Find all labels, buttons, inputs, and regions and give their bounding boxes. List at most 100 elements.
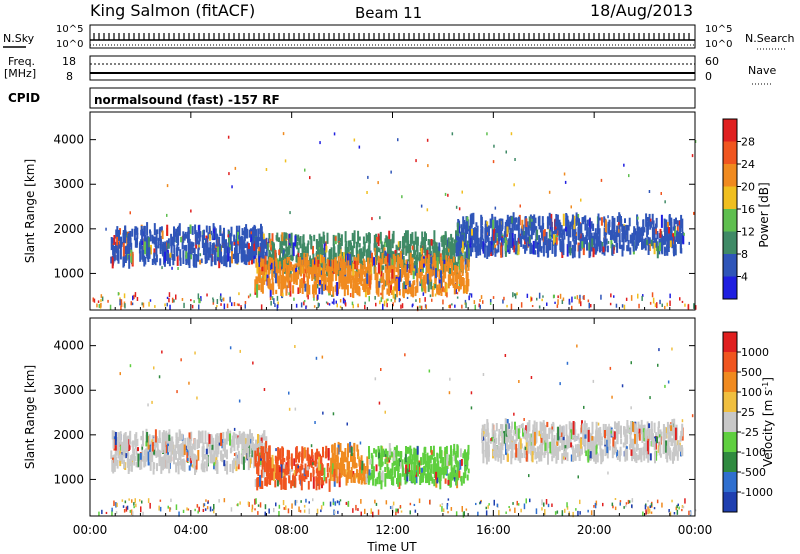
echo-cell: [408, 280, 411, 287]
echo-cell: [269, 284, 272, 298]
echo-cell: [201, 235, 204, 248]
echo-cell: [264, 255, 267, 265]
echo-cell: [462, 220, 465, 234]
echo-cell: [237, 241, 239, 246]
echo-cell: [648, 219, 651, 227]
echo-cell: [404, 264, 407, 277]
echo-cell: [355, 463, 358, 468]
echo-cell: [157, 241, 160, 249]
echo-cell: [143, 455, 146, 468]
echo-cell: [115, 456, 118, 466]
echo-cell: [285, 232, 287, 245]
echo-cell: [642, 229, 645, 236]
echo-cell: [344, 243, 347, 254]
echo-cell: [443, 235, 446, 249]
echo-cell: [362, 264, 365, 275]
echo-cell: [581, 241, 584, 249]
echo-cell: [193, 438, 196, 451]
echo-cell: [634, 451, 636, 462]
echo-cell: [611, 429, 614, 437]
echo-cell: [501, 221, 504, 230]
echo-cell: [288, 256, 291, 262]
echo-cell: [586, 435, 589, 446]
echo-cell: [500, 450, 503, 456]
echo-cell: [399, 462, 402, 469]
echo-cell: [285, 470, 288, 476]
echo-cell: [149, 451, 152, 463]
echo-cell: [462, 453, 465, 459]
echo-cell: [481, 433, 483, 441]
echo-cell: [215, 448, 218, 461]
echo-cell: [152, 438, 155, 445]
ground-scatter: [244, 301, 247, 304]
echo-cell: [429, 243, 432, 255]
echo-cell: [517, 451, 520, 461]
echo-cell: [146, 449, 149, 461]
echo-cell: [501, 218, 504, 224]
echo-cell: [448, 241, 451, 249]
echo-cell: [577, 226, 580, 240]
echo-cell: [134, 437, 137, 450]
ground-scatter: [386, 303, 388, 308]
echo-cell: [209, 451, 212, 464]
echo-cell: [249, 249, 252, 261]
echo-cell: [261, 261, 264, 267]
ground-scatter: [513, 293, 516, 297]
echo-cell: [147, 237, 150, 248]
echo-cell: [452, 243, 455, 255]
echo-cell: [370, 273, 373, 280]
echo-cell: [608, 219, 611, 228]
echo-cell: [205, 249, 208, 264]
echo-cell: [571, 220, 574, 227]
echo-cell: [665, 450, 668, 459]
ground-scatter: [202, 508, 205, 513]
echo-cell: [130, 462, 133, 472]
ground-scatter: [429, 294, 432, 298]
echo-cell: [396, 262, 399, 272]
echo-cell: [386, 463, 389, 470]
echo-cell: [408, 250, 411, 262]
echo-cell: [671, 419, 674, 432]
echo-cell: [391, 462, 394, 474]
echo-cell: [350, 454, 352, 462]
echo-cell: [175, 462, 178, 473]
echo-cell: [314, 276, 317, 281]
echo-cell: [529, 214, 532, 229]
echo-cell: [601, 450, 604, 463]
echo-cell: [213, 452, 216, 463]
echo-cell: [261, 237, 264, 247]
echo-cell: [334, 236, 337, 241]
echo-cell: [604, 424, 607, 432]
ground-scatter: [390, 299, 393, 302]
echo-cell: [650, 221, 653, 228]
echo-cell: [308, 271, 310, 276]
echo-cell: [417, 465, 419, 477]
echo-cell: [413, 246, 416, 258]
echo-cell: [427, 477, 430, 483]
echo-cell: [546, 439, 549, 453]
echo-cell: [631, 438, 634, 448]
echo-cell: [131, 228, 134, 237]
echo-cell: [443, 468, 446, 476]
echo-cell: [279, 448, 282, 461]
echo-cell: [438, 269, 441, 278]
echo-cell: [395, 445, 398, 457]
echo-cell: [326, 258, 329, 269]
echo-cell: [256, 284, 259, 298]
echo-cell: [248, 229, 251, 238]
ground-scatter: [97, 300, 100, 303]
echo-cell: [358, 460, 361, 467]
echo-cell: [600, 217, 603, 226]
echo-cell: [499, 224, 502, 239]
echo-cell: [156, 443, 159, 456]
echo-cell: [682, 235, 685, 245]
echo-cell: [424, 255, 427, 266]
ground-scatter: [559, 293, 562, 299]
echo-cell: [253, 240, 256, 251]
echo-cell: [295, 454, 298, 463]
echo-cell: [260, 262, 262, 268]
echo-cell: [673, 418, 676, 431]
echo-cell: [676, 220, 679, 227]
ground-scatter: [197, 293, 200, 300]
echo-cell: [379, 259, 382, 265]
